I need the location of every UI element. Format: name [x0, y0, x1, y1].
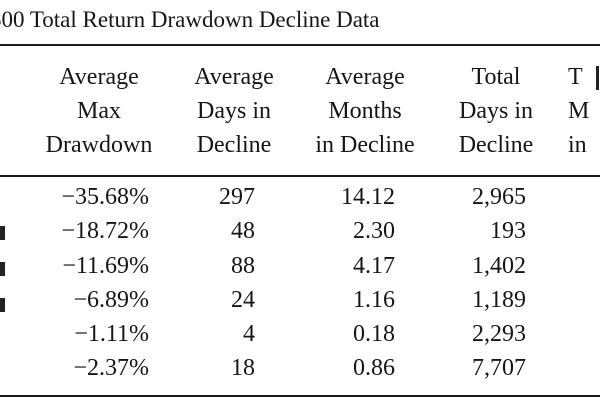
cell-avg-days: 48 — [231, 218, 255, 244]
cell-avg-months: 0.18 — [353, 321, 395, 347]
cell-total-days: 1,189 — [472, 287, 526, 313]
cell-avg-months: 0.86 — [353, 355, 395, 381]
top-rule — [0, 44, 600, 46]
cell-avg-days: 4 — [243, 321, 255, 347]
cell-total-days: 7,707 — [472, 355, 526, 381]
header-total-months-in-decline-partial: T M in — [568, 64, 590, 158]
cell-avg-days: 88 — [231, 253, 255, 279]
row-marker — [0, 298, 5, 312]
header-avg-max-drawdown: Average Max Drawdown — [45, 64, 153, 158]
cell-avg-max-drawdown: −1.11% — [74, 321, 149, 347]
cell-avg-days: 24 — [231, 287, 255, 313]
cell-total-days: 2,965 — [472, 184, 526, 210]
header-partial-mark — [596, 66, 599, 90]
header-avg-days-in-decline: Average Days in Decline — [194, 64, 274, 158]
cell-avg-months: 14.12 — [341, 184, 395, 210]
table-title: 500 Total Return Drawdown Decline Data — [0, 7, 380, 32]
row-marker — [0, 226, 5, 240]
row-marker — [0, 262, 5, 276]
header-rule — [0, 175, 600, 177]
header-avg-months-in-decline: Average Months in Decline — [315, 64, 415, 158]
cell-avg-days: 297 — [219, 184, 255, 210]
cell-avg-max-drawdown: −6.89% — [73, 287, 149, 313]
cell-avg-max-drawdown: −35.68% — [61, 184, 149, 210]
bottom-rule — [0, 395, 600, 397]
cell-total-days: 193 — [490, 218, 526, 244]
cell-avg-max-drawdown: −18.72% — [61, 218, 149, 244]
cell-total-days: 2,293 — [472, 321, 526, 347]
cell-avg-max-drawdown: −11.69% — [62, 253, 149, 279]
cell-avg-months: 4.17 — [353, 253, 395, 279]
cell-avg-max-drawdown: −2.37% — [73, 355, 149, 381]
cell-total-days: 1,402 — [472, 253, 526, 279]
header-total-days-in-decline: Total Days in Decline — [458, 64, 534, 158]
cell-avg-days: 18 — [231, 355, 255, 381]
cell-avg-months: 2.30 — [353, 218, 395, 244]
cell-avg-months: 1.16 — [353, 287, 395, 313]
